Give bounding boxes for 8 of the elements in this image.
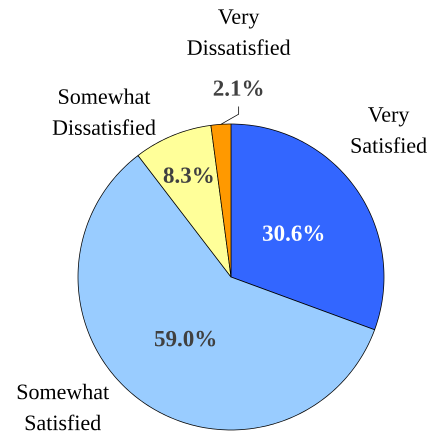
data-label: 30.6%	[262, 225, 324, 242]
data-label: 59.0%	[154, 330, 216, 346]
slice-label: Very Dissatisfied	[187, 9, 290, 56]
slice-label: Very Satisfied	[352, 107, 427, 153]
slice-label: Somewhat Dissatisfied	[52, 88, 156, 135]
data-label: 2.1%	[214, 80, 262, 96]
data-label: 8.3%	[164, 167, 213, 184]
slice-label: Somewhat Satisfied	[18, 384, 110, 430]
